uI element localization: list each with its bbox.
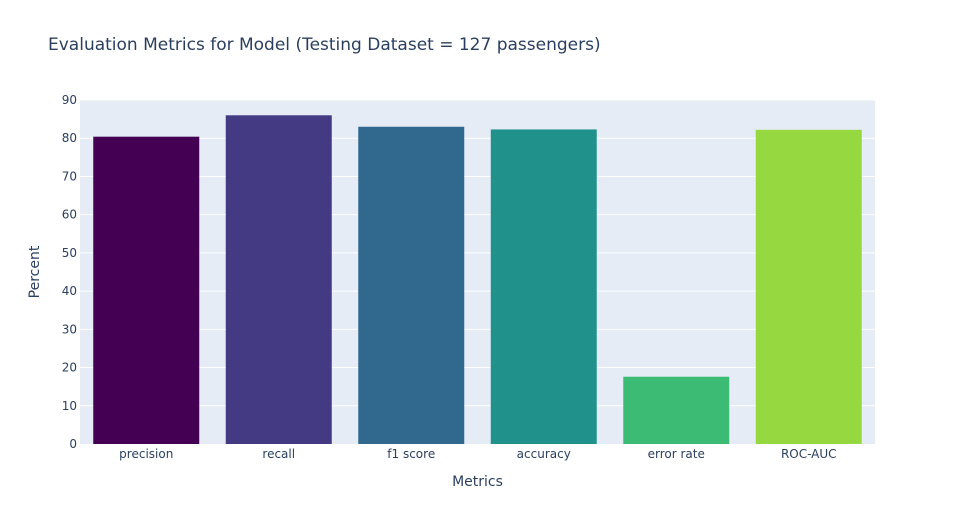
y-tick-label: 10 — [62, 399, 77, 413]
y-tick-label: 80 — [62, 131, 77, 145]
y-tick-label: 70 — [62, 169, 77, 183]
bar-error-rate[interactable] — [623, 376, 730, 444]
plot-area — [80, 100, 875, 444]
y-tick-label: 20 — [62, 361, 77, 375]
x-tick-label: ROC-AUC — [781, 447, 837, 461]
bar-recall[interactable] — [225, 115, 332, 445]
bar-accuracy[interactable] — [490, 129, 597, 445]
x-tick-label: error rate — [648, 447, 705, 461]
y-tick-label: 90 — [62, 93, 77, 107]
bar-precision[interactable] — [93, 136, 200, 444]
y-tick-label: 40 — [62, 284, 77, 298]
gridlines — [80, 99, 875, 407]
y-axis-title: Percent — [27, 245, 43, 298]
chart-title: Evaluation Metrics for Model (Testing Da… — [48, 35, 601, 55]
bars — [93, 115, 862, 445]
x-axis-ticks: precision recall f1 score accuracy error rat… — [119, 447, 836, 461]
x-tick-label: accuracy — [517, 447, 571, 461]
bar-roc-auc[interactable] — [755, 129, 862, 444]
x-tick-label: f1 score — [387, 447, 435, 461]
x-axis-title: Metrics — [452, 474, 503, 490]
y-tick-label: 30 — [62, 322, 77, 336]
y-tick-label: 50 — [62, 246, 77, 260]
y-tick-label: 60 — [62, 208, 77, 222]
x-tick-label: recall — [262, 447, 295, 461]
y-axis-ticks: 0 10 20 30 40 50 60 70 80 90 — [62, 93, 77, 451]
bar-f1-score[interactable] — [358, 126, 465, 444]
y-tick-label: 0 — [69, 437, 77, 451]
x-tick-label: precision — [119, 447, 173, 461]
